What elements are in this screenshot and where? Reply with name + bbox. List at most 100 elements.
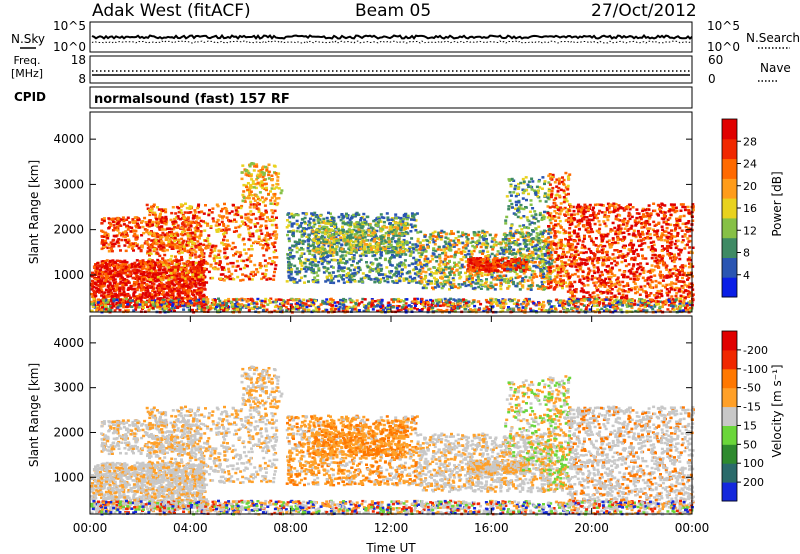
- data-pixel: [398, 262, 402, 265]
- data-pixel: [411, 279, 415, 283]
- data-pixel: [189, 248, 192, 251]
- data-pixel: [227, 228, 231, 231]
- data-pixel: [90, 288, 94, 291]
- data-pixel: [186, 244, 190, 247]
- data-pixel: [380, 273, 384, 276]
- data-pixel: [186, 237, 190, 240]
- data-pixel: [372, 219, 376, 223]
- data-pixel: [148, 254, 151, 257]
- data-pixel: [137, 269, 141, 272]
- data-pixel: [108, 246, 112, 250]
- data-pixel: [170, 227, 174, 231]
- data-pixel: [516, 244, 520, 247]
- data-pixel: [199, 234, 203, 237]
- data-pixel: [107, 262, 111, 266]
- data-pixel: [214, 224, 218, 227]
- data-pixel: [398, 277, 402, 280]
- data-pixel: [104, 288, 108, 292]
- data-pixel: [259, 264, 263, 268]
- data-pixel: [262, 276, 266, 279]
- data-pixel: [211, 207, 215, 210]
- data-pixel: [188, 276, 192, 279]
- data-pixel: [189, 206, 193, 209]
- data-pixel: [222, 223, 225, 226]
- data-pixel: [129, 296, 132, 299]
- data-pixel: [146, 264, 150, 267]
- data-pixel: [467, 283, 471, 287]
- data-pixel: [505, 250, 509, 254]
- data-pixel: [402, 223, 405, 227]
- data-pixel: [335, 241, 339, 244]
- data-pixel: [450, 270, 453, 273]
- data-pixel: [387, 218, 391, 222]
- data-pixel: [96, 278, 100, 281]
- data-pixel: [184, 277, 188, 280]
- data-pixel: [545, 274, 549, 278]
- data-pixel: [140, 267, 144, 271]
- data-pixel: [159, 277, 163, 280]
- data-pixel: [529, 260, 533, 264]
- data-pixel: [124, 238, 127, 242]
- data-pixel: [239, 206, 243, 210]
- data-pixel: [113, 226, 117, 230]
- data-pixel: [335, 275, 339, 278]
- data-pixel: [518, 242, 522, 246]
- data-pixel: [451, 243, 455, 247]
- data-pixel: [308, 217, 312, 220]
- data-pixel: [395, 274, 399, 278]
- data-pixel: [113, 267, 117, 270]
- data-pixel: [313, 276, 317, 279]
- data-pixel: [293, 278, 297, 281]
- data-pixel: [175, 282, 179, 285]
- data-pixel: [249, 226, 253, 229]
- data-pixel: [141, 292, 145, 295]
- data-pixel: [341, 250, 345, 254]
- data-pixel: [223, 235, 227, 238]
- data-pixel: [371, 231, 375, 235]
- data-pixel: [389, 276, 393, 279]
- data-pixel: [467, 233, 470, 237]
- data-pixel: [373, 278, 377, 281]
- data-pixel: [398, 265, 401, 268]
- data-pixel: [199, 288, 203, 291]
- data-pixel: [131, 287, 135, 291]
- data-pixel: [186, 284, 190, 287]
- data-pixel: [156, 284, 160, 287]
- data-pixel: [329, 219, 333, 222]
- data-pixel: [318, 214, 322, 218]
- data-pixel: [349, 221, 353, 224]
- data-pixel: [182, 274, 186, 277]
- data-pixel: [382, 276, 385, 280]
- data-pixel: [276, 202, 280, 205]
- data-pixel: [424, 250, 428, 253]
- data-pixel: [177, 210, 181, 214]
- data-pixel: [394, 279, 398, 283]
- data-pixel: [134, 242, 137, 245]
- data-pixel: [178, 274, 182, 278]
- data-pixel: [315, 249, 319, 253]
- data-pixel: [396, 226, 400, 230]
- data-pixel: [405, 278, 409, 281]
- data-pixel: [292, 234, 295, 238]
- data-pixel: [370, 248, 373, 252]
- data-pixel: [461, 231, 465, 234]
- data-pixel: [182, 217, 186, 220]
- data-pixel: [337, 239, 341, 242]
- data-pixel: [342, 233, 345, 237]
- data-pixel: [165, 281, 169, 285]
- data-pixel: [253, 223, 257, 226]
- data-pixel: [325, 225, 328, 229]
- data-pixel: [330, 258, 334, 262]
- data-pixel: [310, 226, 314, 229]
- data-pixel: [119, 281, 123, 284]
- data-pixel: [198, 295, 202, 298]
- data-pixel: [329, 228, 333, 231]
- data-pixel: [376, 250, 380, 253]
- data-pixel: [209, 251, 213, 255]
- data-pixel: [299, 254, 303, 258]
- data-pixel: [125, 294, 129, 297]
- data-pixel: [277, 187, 281, 190]
- data-pixel: [449, 239, 453, 242]
- data-pixel: [261, 166, 265, 169]
- data-pixel: [369, 261, 373, 264]
